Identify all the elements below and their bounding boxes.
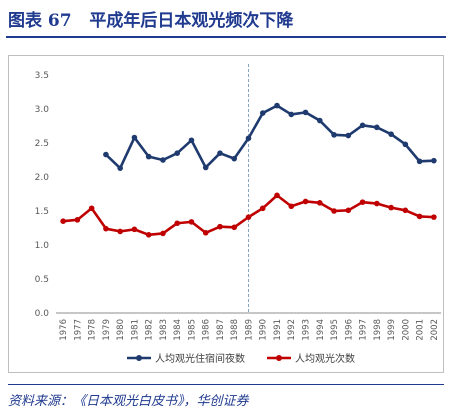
series-1-point [359, 122, 366, 129]
series-2-point [145, 232, 152, 238]
x-tick-label: 1976 [59, 319, 69, 341]
x-tick-label: 1981 [130, 319, 140, 341]
figure-title-text: 平成年后日本观光频次下降 [89, 11, 294, 31]
series-1-point [416, 158, 423, 165]
series-2-point [416, 213, 423, 220]
series-2-point [160, 230, 166, 237]
x-tick-label: 2002 [430, 319, 440, 341]
series-2-point [316, 200, 323, 206]
chart-frame: 0.0 0.5 1.0 1.5 2.0 2.5 3.0 3.5 1976 1977 1978 1979… [8, 55, 444, 373]
series-1-point [274, 102, 280, 109]
series-1-point [188, 137, 195, 144]
x-tick-label: 2001 [416, 319, 426, 341]
x-tick-label: 1979 [102, 319, 112, 341]
title-rule [6, 36, 446, 38]
series-1-point [174, 150, 181, 156]
series-line-1 [105, 104, 434, 170]
series-1-point [316, 117, 323, 124]
x-tick-label: 1994 [316, 319, 326, 341]
series-2-point [259, 205, 266, 212]
x-tick-label: 1989 [244, 319, 254, 341]
series-1-point [259, 110, 266, 116]
y-tick-label: 3.5 [35, 71, 49, 81]
series-2-point [131, 226, 138, 233]
series-2-point [288, 203, 295, 210]
figure-label: 图表 67 [8, 11, 72, 31]
series-1-point [217, 150, 223, 156]
series-1-point [374, 124, 380, 131]
series-1-point [245, 135, 252, 142]
x-tick-label: 1985 [187, 319, 197, 341]
x-tick-label: 1996 [344, 319, 354, 341]
series-1-point [402, 141, 409, 148]
x-tick-label: 1982 [145, 319, 155, 341]
legend-swatch-marker [136, 355, 142, 361]
y-tick-label: 1.0 [35, 241, 50, 251]
x-tick-label: 1995 [330, 319, 340, 341]
series-2-point [274, 192, 280, 199]
y-tick-label: 1.5 [35, 207, 49, 217]
series-2-point [188, 219, 195, 225]
x-tick-label: 1993 [302, 319, 312, 341]
series-2-point [402, 207, 409, 214]
y-tick-label: 3.0 [35, 105, 50, 115]
series-2-point [74, 217, 81, 223]
y-tick-label: 0.0 [35, 309, 50, 319]
line-chart: 0.0 0.5 1.0 1.5 2.0 2.5 3.0 3.5 1976 1977 1978 1979… [35, 64, 441, 365]
series-2-point [374, 200, 380, 207]
series-2-point [245, 214, 252, 220]
series-1-point [388, 131, 394, 137]
series-2-point [174, 220, 181, 227]
y-tick-label: 2.5 [35, 139, 49, 149]
x-tick-label: 1984 [173, 319, 183, 341]
series-2-point [60, 218, 66, 224]
series-2-point [345, 207, 352, 214]
series-1-point [145, 153, 152, 160]
series-2-point [202, 229, 209, 236]
x-tick-label: 1998 [373, 319, 383, 341]
series-2-point [331, 208, 337, 214]
x-tick-label: 2000 [401, 319, 411, 341]
x-tick-label: 1999 [387, 319, 397, 341]
series-2-point [103, 225, 109, 232]
x-tick-label: 1978 [88, 319, 98, 341]
x-tick-label: 1990 [259, 319, 269, 341]
series-1-point [160, 157, 166, 163]
legend-label: 人均观光住宿间夜数 [155, 352, 245, 365]
series-1-point [231, 155, 238, 162]
series-2-point [88, 205, 95, 212]
series-2-point [117, 228, 123, 235]
series-1-point [288, 111, 295, 118]
series-2-point [302, 198, 309, 205]
x-tick-label: 1977 [73, 319, 83, 341]
series-1-point [302, 109, 309, 116]
series-2-point [431, 214, 437, 220]
series-1-point [131, 134, 138, 141]
x-tick-label: 1987 [216, 319, 226, 341]
series-1-point [431, 157, 437, 164]
series-1-point [103, 151, 109, 158]
series-2-point [217, 223, 223, 230]
x-tick-label: 1983 [159, 319, 169, 341]
figure-title: 图表 67 平成年后日本观光频次下降 [8, 6, 293, 31]
x-tick-label: 1980 [116, 319, 126, 341]
series-2-point [359, 199, 366, 205]
series-1-point [117, 165, 123, 171]
series-1-point [202, 164, 209, 171]
x-tick-label: 1997 [359, 319, 369, 341]
series-2-point [231, 224, 238, 231]
x-tick-label: 1986 [202, 319, 212, 341]
series-2-point [388, 204, 394, 211]
y-tick-label: 2.0 [35, 173, 50, 183]
x-tick-label: 1992 [287, 319, 297, 341]
x-tick-label: 1991 [273, 319, 283, 341]
legend-label: 人均观光次数 [295, 352, 355, 365]
x-tick-label: 1988 [230, 319, 240, 341]
series-1-point [331, 132, 337, 138]
source-note: 资料来源：《日本观光白皮书》，华创证券 [8, 384, 444, 409]
legend-swatch-marker [276, 355, 282, 361]
series-1-point [345, 132, 352, 139]
y-tick-label: 0.5 [35, 275, 49, 285]
